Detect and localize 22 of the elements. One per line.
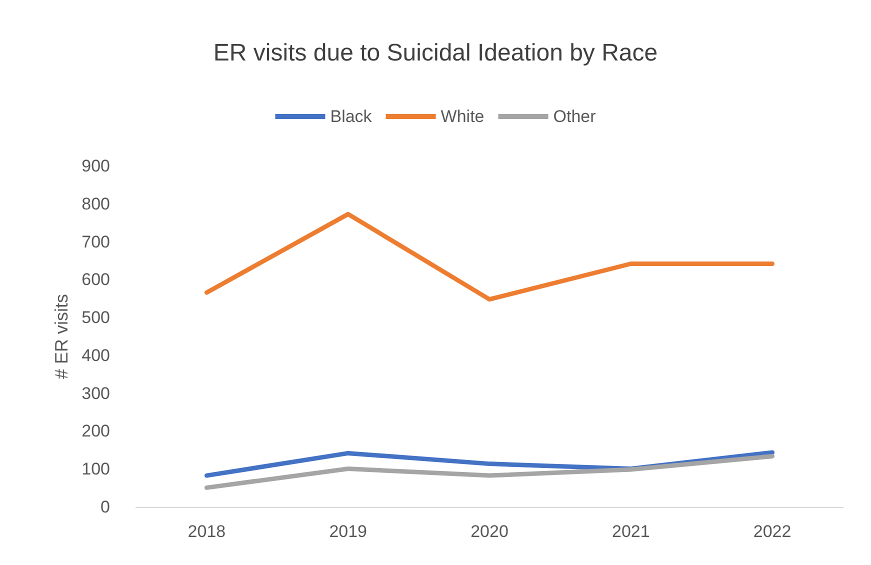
y-tick-label: 800 <box>82 194 110 214</box>
y-tick-label: 900 <box>82 156 110 176</box>
line-series <box>204 212 775 302</box>
y-tick-label: 600 <box>82 270 110 290</box>
y-tick-label: 400 <box>82 346 110 365</box>
x-tick-label: 2022 <box>753 522 792 541</box>
legend-label: Other <box>553 107 596 126</box>
x-tick-label: 2021 <box>612 522 650 541</box>
y-tick-label: 0 <box>100 498 110 516</box>
y-tick-label: 700 <box>82 232 110 252</box>
x-tick-label: 2019 <box>329 522 368 541</box>
y-tick-label: 500 <box>82 308 110 328</box>
x-tick-label: 2020 <box>470 522 508 541</box>
legend-label: Black <box>330 107 372 126</box>
y-tick-label: 100 <box>82 460 110 479</box>
y-tick-label: 200 <box>82 422 110 441</box>
line-series <box>204 454 775 490</box>
y-axis-title: # ER visits <box>52 294 72 380</box>
x-tick-label: 2018 <box>188 522 226 541</box>
chart-title: ER visits due to Suicidal Ideation by Race <box>213 40 658 66</box>
legend-label: White <box>440 107 484 126</box>
y-tick-label: 300 <box>82 384 110 403</box>
